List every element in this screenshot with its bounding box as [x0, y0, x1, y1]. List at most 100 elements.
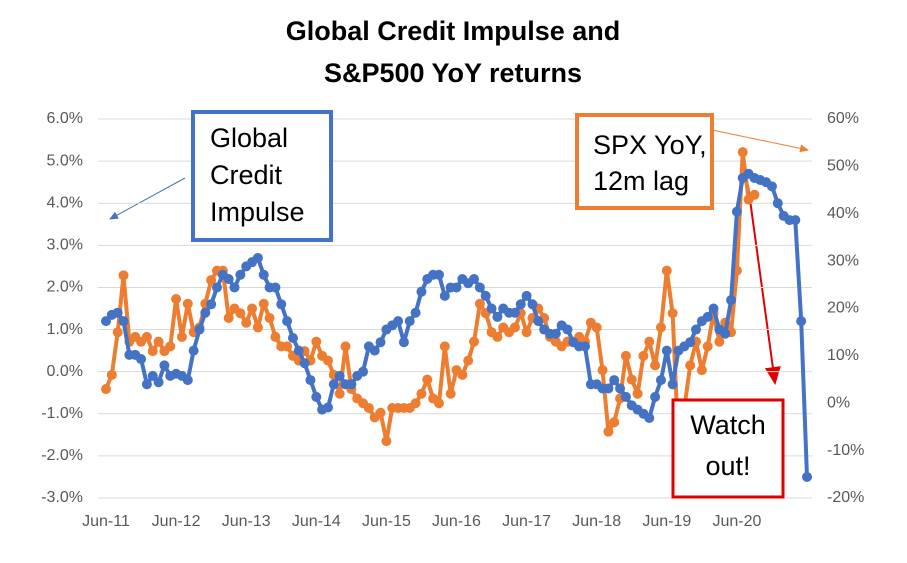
data-point: [334, 370, 345, 381]
data-point: [375, 337, 386, 348]
chart-title: S&P500 YoY returns: [324, 58, 582, 88]
data-point: [241, 317, 252, 328]
data-point: [293, 345, 304, 356]
x-tick-label: Jun-12: [152, 513, 201, 530]
data-point: [381, 436, 392, 447]
data-point: [802, 471, 812, 482]
data-point: [340, 341, 351, 352]
chart-title: Global Credit Impulse and: [286, 16, 621, 46]
data-point: [141, 379, 152, 390]
data-point: [492, 311, 503, 322]
y-tick-label: 4.0%: [47, 194, 83, 211]
data-point: [136, 354, 147, 365]
data-point: [772, 198, 783, 209]
data-point: [270, 331, 281, 342]
data-point: [644, 336, 655, 347]
data-point: [691, 324, 702, 335]
data-point: [533, 316, 544, 327]
data-point: [369, 345, 380, 356]
x-tick-label: Jun-17: [502, 513, 551, 530]
data-point: [433, 398, 444, 409]
data-point: [322, 402, 333, 413]
data-point: [609, 375, 620, 386]
data-point: [609, 417, 620, 428]
data-point: [299, 358, 310, 369]
y-tick-label: 3.0%: [47, 237, 83, 254]
data-point: [398, 337, 409, 348]
data-point: [696, 365, 707, 376]
annotation-box: [191, 110, 333, 242]
x-tick-label: Jun-19: [642, 513, 691, 530]
y2-tick-label: 40%: [827, 205, 859, 222]
data-point: [211, 282, 222, 293]
data-point: [521, 327, 532, 338]
data-point: [176, 331, 187, 342]
y-tick-label: 5.0%: [47, 152, 83, 169]
annotation-text: Global: [210, 123, 288, 153]
data-point: [101, 316, 111, 327]
data-point: [515, 299, 526, 310]
annotation-text: Watch: [690, 410, 766, 440]
data-point: [632, 388, 643, 399]
y2-tick-label: 20%: [827, 300, 859, 317]
data-point: [702, 341, 713, 352]
data-point: [206, 275, 217, 286]
data-point: [358, 366, 369, 377]
data-point: [153, 336, 164, 347]
data-point: [264, 312, 275, 323]
data-point: [404, 316, 415, 327]
data-point: [206, 299, 217, 310]
data-point: [328, 379, 339, 390]
data-point: [106, 369, 117, 380]
data-point: [433, 269, 444, 280]
data-point: [474, 298, 485, 309]
data-point: [223, 274, 234, 285]
data-point: [445, 388, 456, 399]
data-point: [322, 355, 333, 366]
data-point: [620, 350, 631, 361]
data-point: [580, 341, 591, 352]
x-tick-label: Jun-14: [292, 513, 341, 530]
data-point: [667, 308, 678, 319]
data-point: [685, 360, 696, 371]
data-point: [410, 398, 421, 409]
data-point: [363, 402, 374, 413]
y-tick-label: 6.0%: [47, 110, 83, 127]
data-point: [147, 346, 158, 357]
data-point: [118, 316, 129, 327]
data-point: [247, 303, 258, 314]
data-point: [101, 384, 111, 395]
data-point: [790, 215, 801, 226]
y2-tick-label: -10%: [827, 442, 864, 459]
annotation-text: Credit: [210, 160, 283, 190]
y2-tick-label: 60%: [827, 110, 859, 127]
data-point: [509, 322, 520, 333]
annotation-box: [671, 398, 785, 499]
data-point: [469, 274, 480, 285]
data-point: [463, 355, 474, 366]
y2-tick-label: -20%: [827, 489, 864, 506]
y-tick-label: -1.0%: [41, 405, 83, 422]
data-point: [615, 383, 626, 394]
data-point: [766, 181, 777, 192]
data-point: [737, 147, 748, 158]
data-point: [346, 379, 357, 390]
data-point: [708, 303, 719, 314]
data-point: [603, 426, 614, 437]
data-point: [749, 189, 760, 200]
data-point: [451, 282, 462, 293]
data-point: [644, 412, 655, 423]
y-tick-label: -3.0%: [41, 489, 83, 506]
data-point: [650, 360, 661, 371]
data-point: [118, 270, 129, 281]
annotation-box: [575, 113, 714, 210]
data-point: [165, 341, 176, 352]
data-point: [159, 360, 170, 371]
data-point: [655, 375, 666, 386]
data-point: [112, 327, 123, 338]
data-point: [311, 336, 322, 347]
data-point: [638, 350, 649, 361]
data-point: [235, 308, 246, 319]
y-tick-label: -2.0%: [41, 447, 83, 464]
